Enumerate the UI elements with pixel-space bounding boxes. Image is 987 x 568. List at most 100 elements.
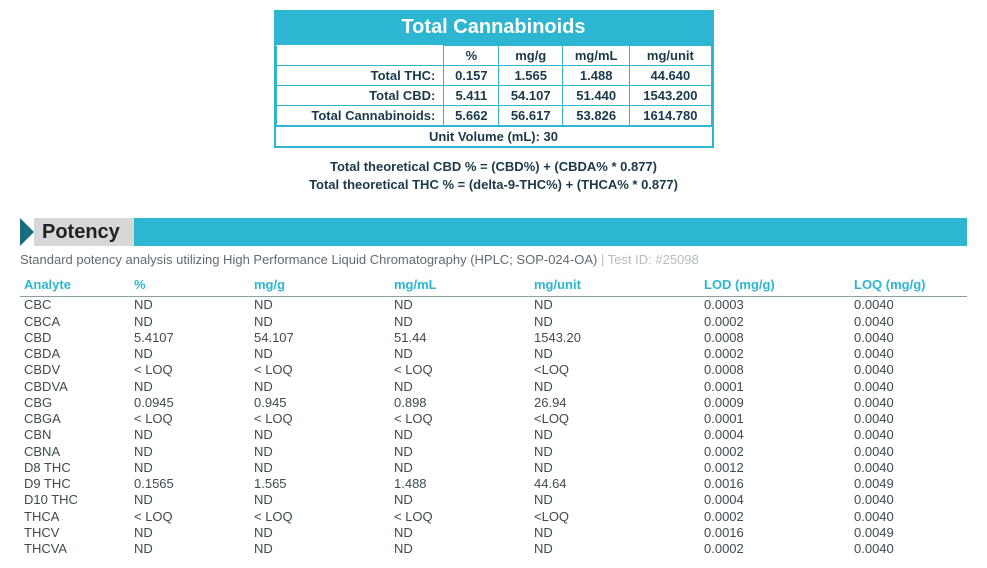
analyte-name: D10 THC (20, 492, 130, 508)
analyte-name: CBD (20, 330, 130, 346)
summary-cell: 5.662 (444, 106, 499, 126)
potency-row: CBDVANDNDNDND0.00010.0040 (20, 379, 967, 395)
potency-cell: ND (250, 314, 390, 330)
potency-cell: 0.898 (390, 395, 530, 411)
potency-cell: 0.0049 (850, 525, 967, 541)
potency-cell: ND (130, 379, 250, 395)
potency-cell: ND (390, 297, 530, 314)
potency-cell: ND (130, 525, 250, 541)
potency-row: CBNNDNDNDND0.00040.0040 (20, 427, 967, 443)
potency-row: D10 THCNDNDNDND0.00040.0040 (20, 492, 967, 508)
potency-cell: ND (390, 541, 530, 557)
summary-table: % mg/g mg/mL mg/unit Total THC:0.1571.56… (276, 45, 712, 126)
analyte-name: THCVA (20, 541, 130, 557)
analyte-name: D8 THC (20, 460, 130, 476)
potency-cell: 0.0009 (700, 395, 850, 411)
analyte-name: CBC (20, 297, 130, 314)
potency-cell: ND (130, 492, 250, 508)
analyte-name: CBDVA (20, 379, 130, 395)
potency-cell: 0.0040 (850, 541, 967, 557)
potency-cell: ND (130, 541, 250, 557)
analyte-name: CBG (20, 395, 130, 411)
potency-cell: 0.0002 (700, 444, 850, 460)
analyte-name: THCA (20, 509, 130, 525)
potency-row: CBD5.410754.10751.441543.200.00080.0040 (20, 330, 967, 346)
potency-header-fill (134, 218, 967, 246)
potency-cell: ND (250, 492, 390, 508)
potency-cell: 0.0040 (850, 411, 967, 427)
potency-cell: <LOQ (530, 509, 700, 525)
potency-cell: ND (390, 492, 530, 508)
potency-cell: 1543.20 (530, 330, 700, 346)
potency-test-id: | Test ID: #25098 (597, 252, 698, 267)
potency-cell: <LOQ (530, 362, 700, 378)
potency-cell: 0.0004 (700, 492, 850, 508)
potency-cell: 0.0945 (130, 395, 250, 411)
potency-cell: ND (530, 541, 700, 557)
summary-cell: 1614.780 (630, 106, 711, 126)
potency-cell: < LOQ (130, 362, 250, 378)
summary-col-blank (276, 46, 444, 66)
potency-cell: ND (250, 541, 390, 557)
potency-cell: 0.0040 (850, 362, 967, 378)
summary-col-mgg: mg/g (499, 46, 563, 66)
potency-cell: 51.44 (390, 330, 530, 346)
potency-cell: < LOQ (390, 362, 530, 378)
potency-col-header: Analyte (20, 275, 130, 297)
potency-row: CBDV< LOQ< LOQ< LOQ<LOQ0.00080.0040 (20, 362, 967, 378)
potency-cell: 0.0001 (700, 379, 850, 395)
potency-cell: < LOQ (250, 411, 390, 427)
potency-cell: ND (250, 525, 390, 541)
analyte-name: CBNA (20, 444, 130, 460)
potency-description: Standard potency analysis utilizing High… (20, 252, 967, 267)
potency-cell: 0.0040 (850, 492, 967, 508)
potency-cell: < LOQ (250, 509, 390, 525)
potency-cell: 1.488 (390, 476, 530, 492)
potency-cell: < LOQ (390, 411, 530, 427)
potency-cell: 0.0008 (700, 362, 850, 378)
summary-row-label: Total Cannabinoids: (276, 106, 444, 126)
analyte-name: CBGA (20, 411, 130, 427)
potency-cell: ND (250, 460, 390, 476)
potency-row: CBNANDNDNDND0.00020.0040 (20, 444, 967, 460)
potency-col-header: LOQ (mg/g) (850, 275, 967, 297)
potency-cell: ND (530, 379, 700, 395)
summary-footer: Unit Volume (mL): 30 (276, 126, 712, 146)
summary-cell: 56.617 (499, 106, 563, 126)
potency-row: THCA< LOQ< LOQ< LOQ<LOQ0.00020.0040 (20, 509, 967, 525)
summary-col-mgunit: mg/unit (630, 46, 711, 66)
potency-row: THCVANDNDNDND0.00020.0040 (20, 541, 967, 557)
formula-thc: Total theoretical THC % = (delta-9-THC%)… (20, 176, 967, 194)
potency-cell: ND (130, 444, 250, 460)
potency-cell: < LOQ (390, 509, 530, 525)
potency-cell: 0.0002 (700, 509, 850, 525)
summary-cell: 51.440 (563, 86, 630, 106)
potency-cell: 44.64 (530, 476, 700, 492)
potency-cell: ND (390, 444, 530, 460)
potency-row: CBGA< LOQ< LOQ< LOQ<LOQ0.00010.0040 (20, 411, 967, 427)
potency-cell: ND (130, 297, 250, 314)
potency-cell: ND (390, 460, 530, 476)
potency-cell: ND (390, 346, 530, 362)
potency-heading: Potency (34, 218, 134, 246)
potency-cell: ND (390, 525, 530, 541)
potency-cell: ND (530, 427, 700, 443)
potency-cell: ND (250, 297, 390, 314)
potency-cell: < LOQ (130, 509, 250, 525)
potency-cell: 0.0016 (700, 476, 850, 492)
summary-cell: 5.411 (444, 86, 499, 106)
potency-cell: 0.0040 (850, 395, 967, 411)
potency-cell: 54.107 (250, 330, 390, 346)
summary-row: Total Cannabinoids:5.66256.61753.8261614… (276, 106, 711, 126)
potency-cell: ND (530, 460, 700, 476)
summary-col-pct: % (444, 46, 499, 66)
potency-row: D8 THCNDNDNDND0.00120.0040 (20, 460, 967, 476)
potency-desc-main: Standard potency analysis utilizing High… (20, 252, 597, 267)
potency-cell: 0.0049 (850, 476, 967, 492)
potency-cell: ND (530, 444, 700, 460)
potency-col-header: mg/g (250, 275, 390, 297)
summary-cell: 1.488 (563, 66, 630, 86)
potency-row: CBCANDNDNDND0.00020.0040 (20, 314, 967, 330)
potency-cell: 0.0003 (700, 297, 850, 314)
potency-cell: < LOQ (130, 411, 250, 427)
